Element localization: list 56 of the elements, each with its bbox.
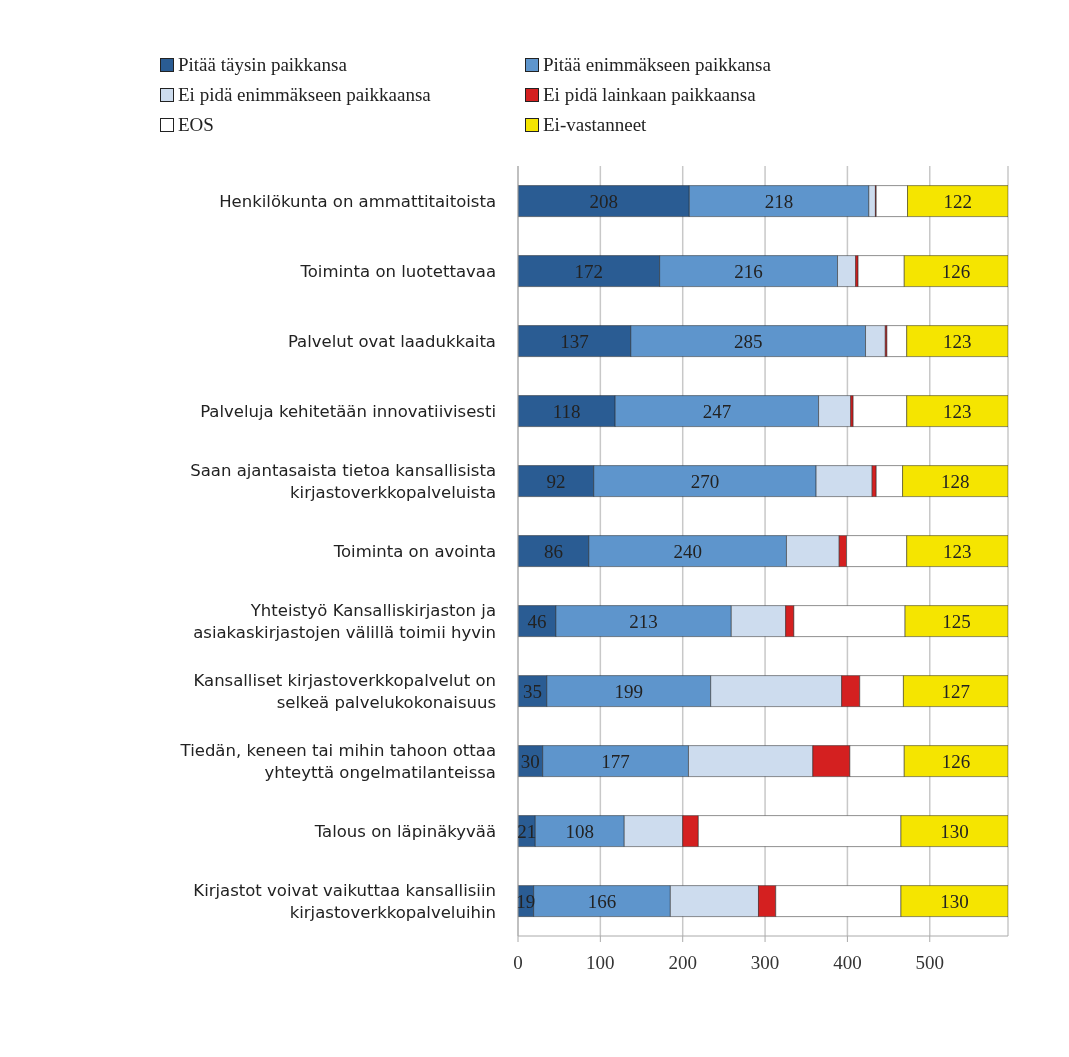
data-label: 216 — [734, 260, 763, 282]
y-tick-label: Kansalliset kirjastoverkkopalvelut on selkeä palvelukokonaisuus — [193, 670, 496, 712]
data-label: 285 — [733, 330, 763, 352]
data-label: 108 — [565, 820, 595, 842]
data-label: 123 — [943, 540, 972, 562]
data-label: 172 — [574, 260, 604, 282]
x-tick-label: 300 — [750, 952, 780, 974]
data-label: 126 — [941, 750, 971, 772]
data-label: 166 — [587, 890, 617, 912]
data-label: 270 — [690, 470, 720, 492]
legend-label: Ei-vastanneet — [543, 114, 647, 136]
x-tick-label: 100 — [586, 952, 615, 974]
data-label: 218 — [764, 190, 794, 212]
x-tick-label: 0 — [513, 952, 523, 974]
data-label: 127 — [941, 680, 970, 702]
legend-label: Ei pidä lainkaan paikkaansa — [543, 84, 756, 106]
data-label: 247 — [702, 400, 732, 422]
y-tick-label: Toiminta on luotettavaa — [299, 261, 496, 281]
y-tick-label: Saan ajantasaista tietoa kansallisista kirjastoverkkopalveluista — [190, 460, 496, 502]
data-label: 35 — [522, 680, 542, 702]
data-label: 92 — [546, 470, 566, 492]
data-label: 208 — [589, 190, 618, 212]
data-label: 126 — [941, 260, 971, 282]
y-tick-label: Tiedän, keneen tai mihin tahoon ottaa yhteyttä ongelmatilanteissa — [179, 740, 496, 782]
y-tick-label: Palvelut ovat laadukkaita — [287, 331, 496, 351]
y-tick-label: Kirjastot voivat vaikuttaa kansallisiin kirjastoverkkopalveluihin — [193, 880, 496, 922]
data-label: 21 — [517, 820, 537, 842]
data-label: 46 — [527, 610, 547, 632]
data-label: 130 — [940, 820, 969, 842]
data-label: 125 — [942, 610, 971, 632]
data-label: 19 — [516, 890, 536, 912]
data-label: 86 — [543, 540, 563, 562]
data-label: 30 — [520, 750, 540, 772]
y-tick-label: Toiminta on avointa — [332, 541, 496, 561]
data-label: 213 — [629, 610, 658, 632]
data-label: 199 — [614, 680, 644, 702]
data-label: 123 — [943, 330, 972, 352]
x-tick-label: 200 — [668, 952, 697, 974]
legend-label: Ei pidä enimmäkseen paikkaansa — [178, 84, 431, 106]
data-label: 130 — [940, 890, 969, 912]
x-tick-label: 400 — [833, 952, 862, 974]
data-label: 137 — [560, 330, 589, 352]
y-tick-label: Yhteistyö Kansalliskirjaston ja asiakaskirjastojen välillä toimii hyvin — [193, 600, 496, 642]
data-label: 123 — [943, 400, 972, 422]
y-tick-label: Henkilökunta on ammattitaitoista — [219, 191, 496, 211]
y-tick-label: Palveluja kehitetään innovatiivisesti — [200, 401, 496, 421]
legend-label: Pitää täysin paikkansa — [178, 54, 347, 76]
data-label: 177 — [601, 750, 630, 772]
data-label: 122 — [943, 190, 973, 212]
y-tick-label: Talous on läpinäkyvää — [313, 821, 496, 841]
data-label: 128 — [941, 470, 970, 492]
legend-label: EOS — [178, 114, 214, 136]
x-tick-label: 500 — [915, 952, 945, 974]
legend-label: Pitää enimmäkseen paikkansa — [543, 54, 771, 76]
data-label: 118 — [552, 400, 581, 422]
data-label: 240 — [673, 540, 702, 562]
